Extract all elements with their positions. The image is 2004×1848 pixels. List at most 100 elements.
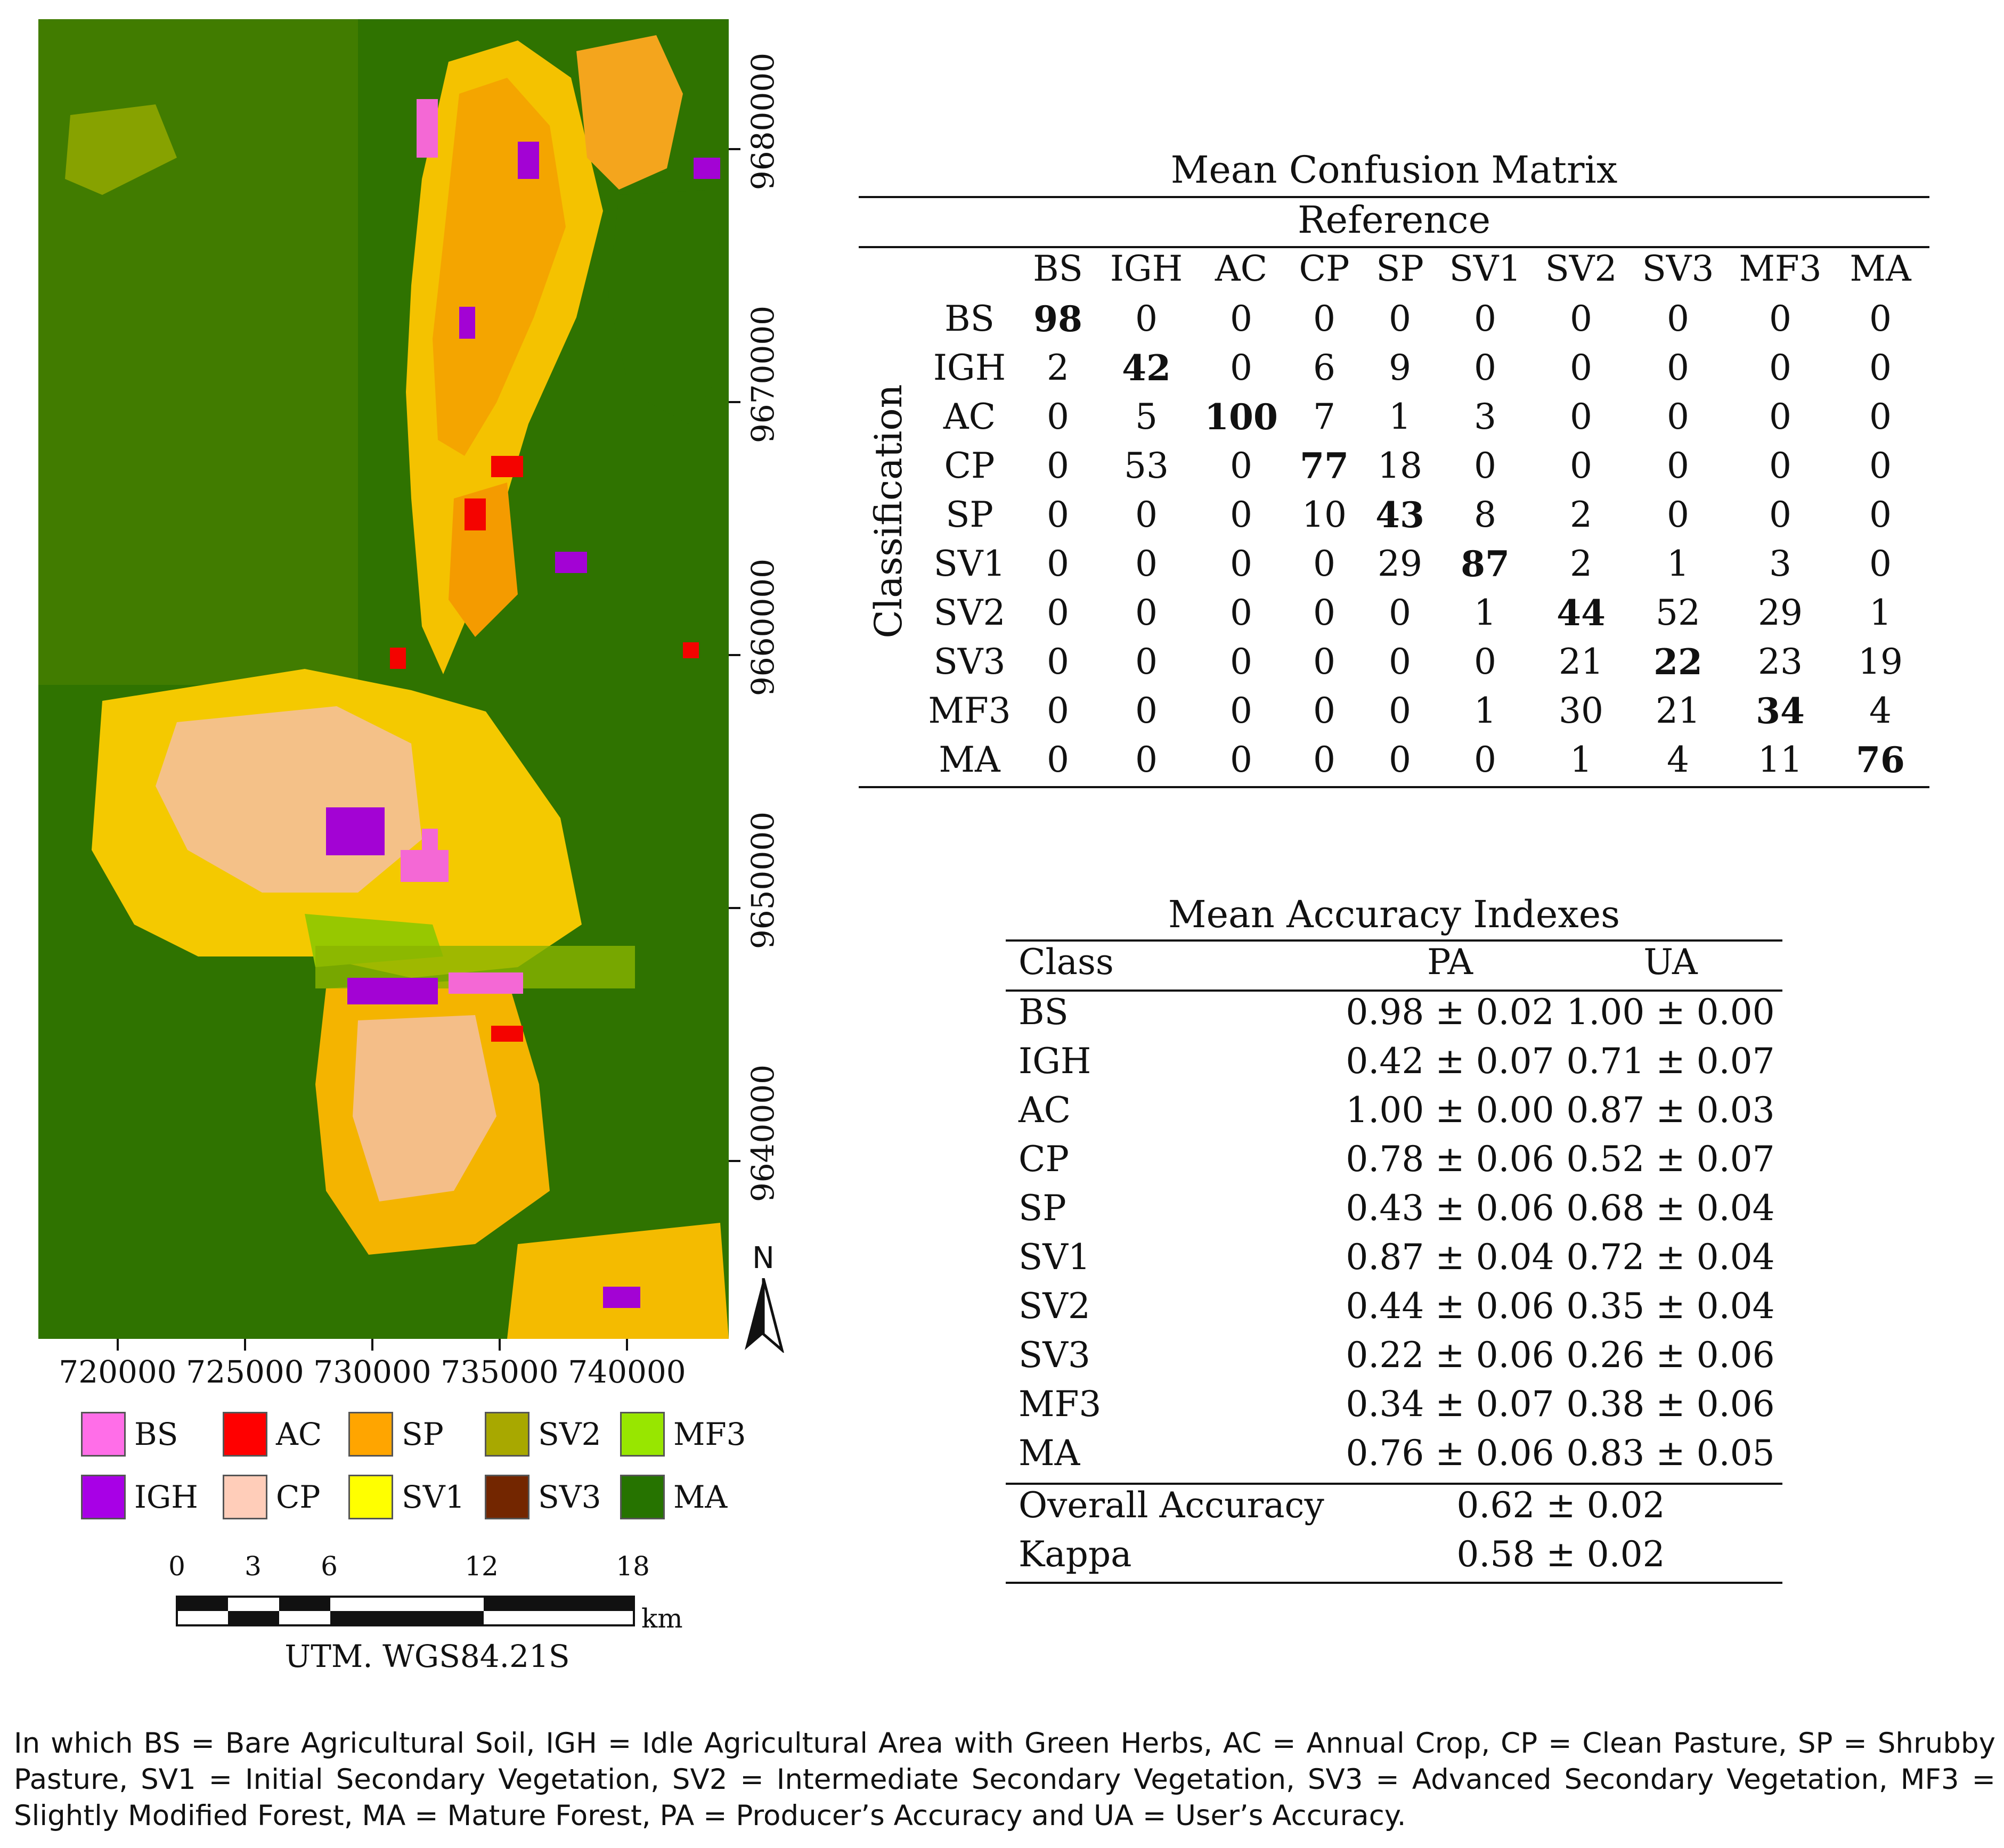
producers-accuracy-value: 0.98 ± 0.02 bbox=[1346, 992, 1554, 1033]
matrix-cell: 0 bbox=[1667, 298, 1689, 339]
matrix-cell: 0 bbox=[1135, 690, 1158, 731]
users-accuracy-value: 0.71 ± 0.07 bbox=[1566, 1041, 1775, 1082]
table-rule bbox=[859, 196, 1929, 198]
matrix-cell: 0 bbox=[1769, 347, 1791, 388]
users-accuracy-value: 0.83 ± 0.05 bbox=[1566, 1433, 1775, 1474]
overall-accuracy-value: 0.62 ± 0.02 bbox=[1456, 1485, 1665, 1526]
matrix-cell: 4 bbox=[1667, 739, 1689, 780]
reference-column-header: BS bbox=[1033, 248, 1083, 289]
producers-accuracy-value: 0.78 ± 0.06 bbox=[1346, 1139, 1554, 1180]
matrix-cell: 0 bbox=[1047, 641, 1069, 682]
legend-item: AC bbox=[223, 1411, 322, 1457]
x-tick-mark bbox=[117, 1339, 119, 1351]
table-rule bbox=[859, 246, 1929, 248]
matrix-cell: 0 bbox=[1389, 641, 1411, 682]
kappa-label: Kappa bbox=[1019, 1534, 1132, 1575]
matrix-cell: 0 bbox=[1869, 543, 1892, 584]
matrix-cell: 0 bbox=[1389, 739, 1411, 780]
reference-column-header: SV3 bbox=[1642, 248, 1714, 289]
x-coordinate-label: 730000 bbox=[313, 1354, 431, 1390]
accuracy-class-label: SV2 bbox=[1019, 1286, 1090, 1327]
legend-item: SV1 bbox=[348, 1474, 465, 1520]
reference-column-header: CP bbox=[1299, 248, 1350, 289]
scale-number: 0 bbox=[168, 1551, 185, 1582]
matrix-diagonal-cell: 76 bbox=[1856, 739, 1905, 781]
classification-row-header: AC bbox=[943, 396, 996, 437]
y-tick-mark bbox=[729, 1160, 740, 1162]
y-coordinate-label: 9660000 bbox=[745, 558, 781, 697]
matrix-cell: 4 bbox=[1869, 690, 1892, 731]
ua-column-header: UA bbox=[1643, 942, 1698, 983]
matrix-cell: 0 bbox=[1667, 494, 1689, 535]
matrix-cell: 0 bbox=[1389, 690, 1411, 731]
matrix-diagonal-cell: 87 bbox=[1461, 543, 1510, 585]
scale-number: 18 bbox=[616, 1551, 650, 1582]
reference-column-header: MF3 bbox=[1739, 248, 1822, 289]
classification-map bbox=[38, 19, 729, 1339]
matrix-diagonal-cell: 77 bbox=[1300, 445, 1349, 487]
classification-row-header: SV3 bbox=[933, 641, 1006, 682]
classification-row-header: MA bbox=[939, 739, 1000, 780]
legend-swatch bbox=[485, 1475, 529, 1519]
matrix-cell: 0 bbox=[1570, 396, 1592, 437]
matrix-cell: 0 bbox=[1570, 347, 1592, 388]
matrix-cell: 1 bbox=[1474, 592, 1496, 633]
legend-swatch bbox=[348, 1412, 393, 1457]
legend-swatch bbox=[223, 1412, 267, 1457]
matrix-cell: 0 bbox=[1570, 298, 1592, 339]
legend-label: IGH bbox=[134, 1479, 198, 1515]
users-accuracy-value: 0.38 ± 0.06 bbox=[1566, 1384, 1775, 1425]
classification-row-header: SP bbox=[946, 494, 993, 535]
matrix-diagonal-cell: 100 bbox=[1204, 396, 1278, 438]
y-tick-mark bbox=[729, 654, 740, 656]
producers-accuracy-value: 0.34 ± 0.07 bbox=[1346, 1384, 1554, 1425]
matrix-cell: 0 bbox=[1047, 445, 1069, 486]
legend-label: SV3 bbox=[538, 1479, 601, 1515]
matrix-diagonal-cell: 43 bbox=[1375, 494, 1424, 536]
legend-label: MA bbox=[673, 1479, 728, 1515]
x-tick-mark bbox=[499, 1339, 501, 1351]
figure-caption: In which BS = Bare Agricultural Soil, IG… bbox=[14, 1727, 1995, 1832]
matrix-cell: 0 bbox=[1230, 347, 1252, 388]
matrix-cell: 19 bbox=[1858, 641, 1903, 682]
reference-column-header: SV1 bbox=[1449, 248, 1521, 289]
scale-unit: km bbox=[641, 1603, 683, 1634]
matrix-diagonal-cell: 44 bbox=[1557, 592, 1606, 634]
legend-swatch bbox=[485, 1412, 529, 1457]
producers-accuracy-value: 0.87 ± 0.04 bbox=[1346, 1237, 1554, 1278]
accuracy-class-label: MF3 bbox=[1019, 1384, 1102, 1425]
matrix-cell: 3 bbox=[1474, 396, 1496, 437]
matrix-cell: 0 bbox=[1769, 494, 1791, 535]
overall-accuracy-label: Overall Accuracy bbox=[1019, 1485, 1324, 1526]
matrix-cell: 0 bbox=[1047, 396, 1069, 437]
matrix-cell: 0 bbox=[1313, 690, 1335, 731]
matrix-cell: 11 bbox=[1758, 739, 1803, 780]
matrix-cell: 8 bbox=[1474, 494, 1496, 535]
matrix-cell: 9 bbox=[1389, 347, 1411, 388]
legend-swatch bbox=[620, 1412, 665, 1457]
matrix-diagonal-cell: 22 bbox=[1653, 641, 1702, 683]
matrix-cell: 1 bbox=[1667, 543, 1689, 584]
matrix-cell: 1 bbox=[1474, 690, 1496, 731]
matrix-cell: 2 bbox=[1047, 347, 1069, 388]
matrix-cell: 0 bbox=[1474, 445, 1496, 486]
accuracy-class-label: SV3 bbox=[1019, 1335, 1090, 1376]
producers-accuracy-value: 0.22 ± 0.06 bbox=[1346, 1335, 1554, 1376]
matrix-cell: 0 bbox=[1667, 445, 1689, 486]
classification-row-header: SV1 bbox=[933, 543, 1006, 584]
legend-item: IGH bbox=[81, 1474, 198, 1520]
matrix-cell: 0 bbox=[1769, 298, 1791, 339]
matrix-cell: 10 bbox=[1302, 494, 1347, 535]
matrix-cell: 0 bbox=[1474, 739, 1496, 780]
x-coordinate-label: 735000 bbox=[441, 1354, 559, 1390]
north-arrow: N bbox=[739, 1241, 787, 1353]
y-tick-mark bbox=[729, 401, 740, 403]
x-tick-mark bbox=[244, 1339, 246, 1351]
matrix-cell: 1 bbox=[1570, 739, 1592, 780]
reference-column-header: AC bbox=[1215, 248, 1268, 289]
matrix-cell: 0 bbox=[1313, 641, 1335, 682]
matrix-cell: 52 bbox=[1656, 592, 1700, 633]
legend-swatch bbox=[348, 1475, 393, 1519]
legend-item: SV2 bbox=[485, 1411, 601, 1457]
users-accuracy-value: 0.72 ± 0.04 bbox=[1566, 1237, 1775, 1278]
